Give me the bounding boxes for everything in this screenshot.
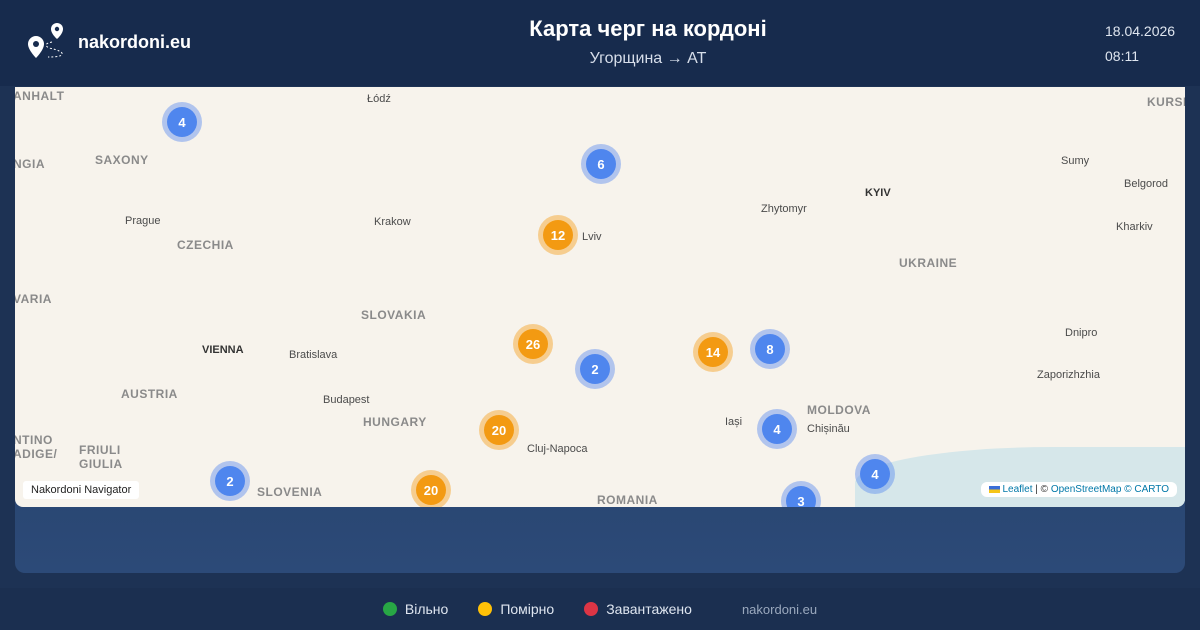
yellow-dot-icon <box>478 602 493 616</box>
map-label: VIENNA <box>202 344 244 356</box>
map-label: Lviv <box>582 231 602 243</box>
map-label: Łódź <box>367 93 391 105</box>
map-label: Krakow <box>374 216 411 228</box>
map-label: Kharkiv <box>1116 221 1153 233</box>
cluster-marker[interactable]: 4 <box>855 454 895 494</box>
page-title: Карта черг на кордоні <box>529 16 767 41</box>
navigator-label: Nakordoni Navigator <box>23 481 140 499</box>
footer: Вільно Помірно Завантажено nakordoni.eu <box>0 588 1200 630</box>
cluster-marker[interactable]: 3 <box>781 481 821 507</box>
cluster-marker[interactable]: 4 <box>757 409 797 449</box>
map-label: Belgorod <box>1124 178 1169 190</box>
footer-site: nakordoni.eu <box>741 601 818 617</box>
map-label: UKRAINE <box>899 256 958 270</box>
red-dot-icon <box>584 602 599 616</box>
ukraine-flag-icon <box>988 485 1000 493</box>
black-sea <box>855 447 1185 507</box>
cluster-marker[interactable]: 4 <box>162 102 202 142</box>
cluster-marker[interactable]: 12 <box>538 215 578 255</box>
map-label: Bratislava <box>289 349 338 361</box>
map-label: Sumy <box>1061 155 1090 167</box>
map-label: KYIV <box>865 187 891 199</box>
cluster-marker[interactable]: 26 <box>513 324 553 364</box>
map-label: NGIA <box>15 157 45 171</box>
map-label: AUSTRIA <box>121 387 178 401</box>
route-subtitle: Угорщина → AT <box>589 50 707 67</box>
map-label: Chișinău <box>807 423 850 435</box>
cluster-marker[interactable]: 2 <box>575 349 615 389</box>
cluster-marker[interactable]: 20 <box>411 470 451 507</box>
attribution-separator: | © <box>1035 484 1049 495</box>
map-label: NTINO ADIGE/ <box>15 433 58 461</box>
legend-moderate: Помірно <box>478 601 554 617</box>
map-label: ROMANIA <box>597 493 658 507</box>
carto-link[interactable]: © CARTO <box>1124 484 1169 495</box>
header: nakordoni.eu Карта черг на кордоні Угорщ… <box>0 0 1200 86</box>
map-label: SLOVENIA <box>257 485 323 499</box>
map-label: MOLDOVA <box>807 403 871 417</box>
map-label: Zaporizhzhia <box>1037 369 1100 381</box>
cluster-marker[interactable]: 8 <box>750 329 790 369</box>
date: 18.04.2026 <box>1105 23 1176 39</box>
map-label: ANHALT <box>15 89 65 103</box>
legend-label: Завантажено <box>606 601 692 617</box>
map-label: FRIULI GIULIA <box>79 443 123 471</box>
cluster-marker[interactable]: 6 <box>581 144 621 184</box>
map-pins-icon <box>28 23 63 58</box>
map-label: HUNGARY <box>363 415 427 429</box>
map-label: KURSK OBLAS <box>1147 95 1185 109</box>
osm-link[interactable]: OpenStreetMap <box>1050 484 1122 495</box>
legend-free: Вільно <box>382 601 449 617</box>
legend-label: Помірно <box>500 601 555 617</box>
map-label: Iași <box>725 416 743 428</box>
map-label: Budapest <box>323 394 370 406</box>
map-label: Zhytomyr <box>761 203 807 215</box>
site-name: nakordoni.eu <box>78 31 192 52</box>
map-label: Cluj-Napoca <box>527 443 588 455</box>
legend-label: Вільно <box>404 601 449 617</box>
map-label: SLOVAKIA <box>361 308 427 322</box>
map-attribution: Leaflet | © OpenStreetMap © CARTO <box>980 482 1177 497</box>
cluster-marker[interactable]: 2 <box>210 461 250 501</box>
map-label: CZECHIA <box>177 238 234 252</box>
map-label: Prague <box>125 215 161 227</box>
map-label: VARIA <box>15 292 52 306</box>
map-label: Dnipro <box>1065 327 1098 339</box>
map[interactable]: ANHALT Łódź KURSK OBLAS SAXONY NGIA Prag… <box>15 87 1185 507</box>
leaflet-link[interactable]: Leaflet <box>1002 484 1033 495</box>
cluster-marker[interactable]: 20 <box>479 410 519 450</box>
legend-busy: Завантажено <box>584 601 692 617</box>
time: 08:11 <box>1105 48 1139 64</box>
green-dot-icon <box>382 602 397 616</box>
cluster-marker[interactable]: 14 <box>693 332 733 372</box>
map-label: SAXONY <box>95 153 149 167</box>
logo[interactable]: nakordoni.eu <box>24 22 191 62</box>
